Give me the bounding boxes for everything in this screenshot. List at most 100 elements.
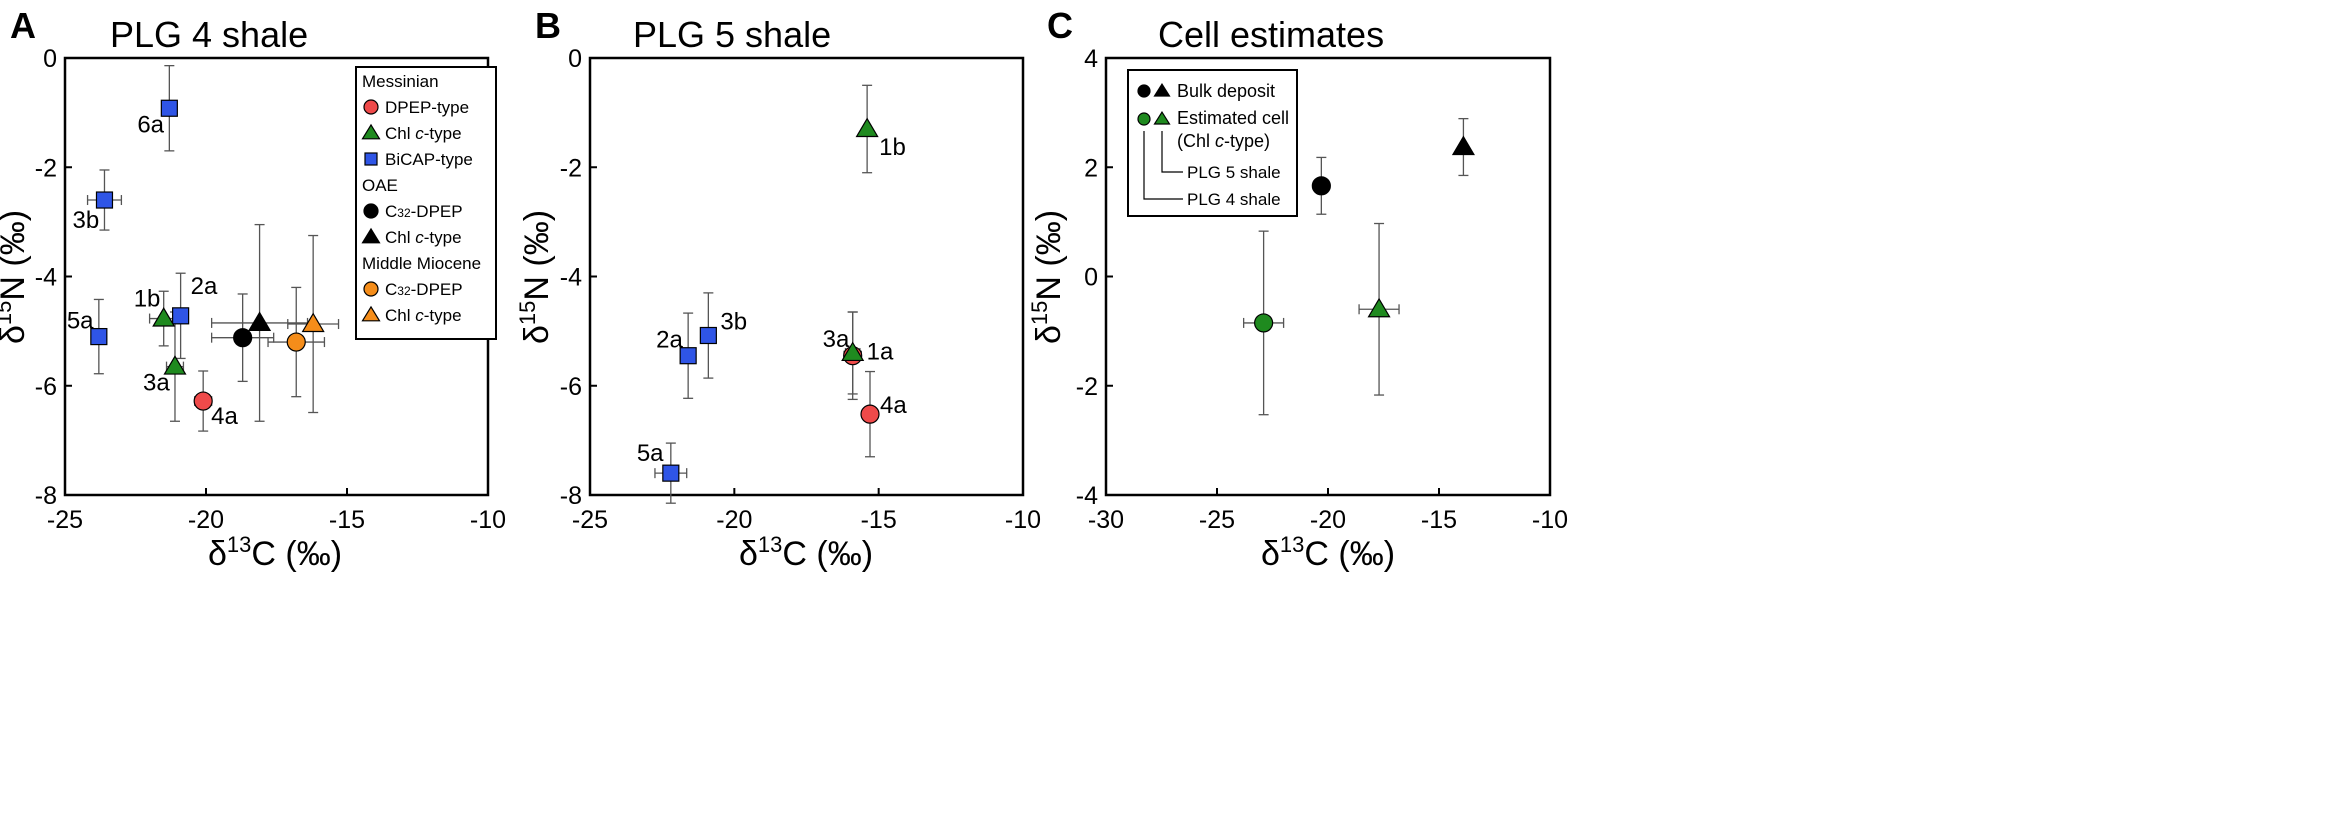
- legend-connector-plg4: [1143, 131, 1183, 200]
- panel-b-error-bars: [654, 84, 876, 504]
- panel-b-4a-messinian-dpep-type-marker: [860, 404, 880, 424]
- panel-b-point-label-4a: 4a: [880, 392, 907, 419]
- legend-label-estimated-cell: Estimated cell: [1177, 108, 1289, 128]
- panel-a-point-label-3a: 3a: [143, 370, 170, 397]
- legend-marker-c32-dpep-oae: [363, 203, 379, 219]
- panel-a-y-ticks: [65, 57, 72, 496]
- panel-b-y-tick-label: -6: [560, 373, 582, 401]
- panel-a-title: PLG 4 shale: [110, 14, 308, 55]
- panel-c-x-tick-label: -25: [1199, 506, 1235, 534]
- panel-a-middle-miocene-c32-dpep-marker: [286, 332, 306, 352]
- panel-a-point-label-4a: 4a: [211, 403, 238, 430]
- panel-c-legend-markers: [1137, 82, 1171, 126]
- panel-c-y-tick-label: 4: [1084, 45, 1098, 73]
- panel-a-x-tick-labels: -25 -20 -15 -10: [47, 506, 506, 534]
- panel-a-legend-markers: [361, 99, 381, 322]
- panel-a-y-tick-label: -4: [35, 264, 57, 292]
- panel-c-y-tick-label: -2: [1076, 373, 1098, 401]
- panel-c-y-axis-label: δ15N (‰): [1027, 210, 1068, 344]
- legend-marker-bulk-circle: [1137, 84, 1151, 98]
- panel-a-6a-messinian-bicap-type-marker: [160, 99, 178, 117]
- panel-c-x-axis-label: δ13C (‰): [1261, 532, 1395, 573]
- panel-a-legend-frame: [355, 66, 497, 340]
- panel-b-x-tick-label: -25: [572, 506, 608, 534]
- panel-a-point-label-2a: 2a: [191, 273, 218, 300]
- panel-a-middle-miocene-chl-c-type-marker: [301, 312, 325, 333]
- panel-c-x-tick-label: -30: [1088, 506, 1124, 534]
- panel-c-x-tick-label: -10: [1532, 506, 1568, 534]
- panel-b-x-tick-labels: -25 -20 -15 -10: [572, 506, 1041, 534]
- panel-c-x-tick-label: -20: [1310, 506, 1346, 534]
- panel-b-5a-messinian-bicap-type-marker: [662, 464, 680, 482]
- legend-label-plg4-shale: PLG 4 shale: [1187, 190, 1281, 209]
- panel-a-oae-chl-c-type-marker: [248, 311, 272, 331]
- panel-a-point-labels: 6a 3b 5a 2a 1b 3a 4a: [67, 111, 239, 430]
- panel-c-title: Cell estimates: [1158, 14, 1384, 55]
- panel-b-point-label-3a: 3a: [823, 326, 850, 353]
- legend-label-plg5-shale: PLG 5 shale: [1187, 163, 1281, 182]
- panel-a-x-tick-label: -10: [470, 506, 506, 534]
- panel-a-point-label-1b: 1b: [134, 286, 161, 313]
- panel-a-2a-messinian-bicap-type-marker: [172, 307, 190, 325]
- panel-a-point-label-3b: 3b: [72, 207, 99, 234]
- panel-b-3a-messinian-chl-c-type-marker: [841, 341, 865, 362]
- panel-b-y-ticks: [590, 57, 597, 496]
- panel-a-4a-messinian-dpep-type-marker: [193, 391, 213, 411]
- panel-b-x-tick-label: -15: [861, 506, 897, 534]
- panel-c-y-ticks: [1106, 57, 1113, 496]
- panel-c-markers: [1254, 135, 1475, 333]
- panel-a-error-bars: [86, 64, 340, 432]
- legend-header-messinian: Messinian: [362, 72, 439, 91]
- panel-b-1b-messinian-chl-c-type-marker: [855, 117, 879, 138]
- panel-b-markers: [662, 117, 880, 482]
- panel-a-point-label-5a: 5a: [67, 308, 94, 335]
- legend-marker-cell-triangle: [1153, 110, 1171, 125]
- panel-b-point-label-1a: 1a: [867, 339, 894, 366]
- legend-marker-c32-dpep-miocene: [363, 281, 379, 297]
- panel-c-estimated-cell-chl-c-type-plg-5-shale-marker: [1367, 297, 1391, 318]
- panel-a-x-tick-label: -20: [188, 506, 224, 534]
- panel-c-y-tick-label: 2: [1084, 154, 1098, 182]
- panel-a-5a-messinian-bicap-type-marker: [90, 327, 108, 346]
- panel-a-markers: [90, 99, 325, 411]
- panel-a-x-tick-label: -15: [329, 506, 365, 534]
- panel-a-y-tick-label: 0: [43, 45, 57, 73]
- legend-label-bicap-type: BiCAP-type: [385, 150, 473, 169]
- legend-label-c32-dpep-miocene: C32-DPEP: [385, 280, 463, 299]
- panel-b-y-axis-label: δ15N (‰): [515, 210, 556, 344]
- panel-c-legend: Bulk deposit Estimated cell (Chl c-type)…: [1127, 69, 1298, 217]
- panel-b-point-labels: 1b 3b 2a 1a 3a 4a 5a: [637, 134, 908, 467]
- panel-b-plot-frame: [588, 56, 1025, 497]
- panel-a-1b-messinian-chl-c-type-marker: [152, 307, 176, 327]
- panel-a-y-tick-labels: 0 -2 -4 -6 -8: [35, 45, 57, 510]
- panel-letter-b: B: [535, 5, 561, 46]
- panel-a-legend: Messinian DPEP-type Chl c-type BiCAP-typ…: [355, 66, 497, 340]
- panel-c-y-tick-label: -4: [1076, 482, 1098, 510]
- panel-b-y-tick-label: -2: [560, 154, 582, 182]
- panel-b-x-tick-label: -20: [716, 506, 752, 534]
- panel-letter-a: A: [10, 5, 36, 46]
- legend-marker-dpep-type: [363, 99, 379, 115]
- panel-b: B PLG 5 shale 0 -2 -4 -6 -8 -25 -20 -15 -10 δ13…: [515, 5, 1041, 573]
- panel-b-2a-messinian-bicap-type-marker: [679, 347, 697, 365]
- panel-b-y-tick-label: 0: [568, 45, 582, 73]
- legend-connector-plg5: [1161, 131, 1183, 173]
- panel-c-x-tick-labels: -30 -25 -20 -15 -10: [1088, 506, 1568, 534]
- panel-a-x-tick-label: -25: [47, 506, 83, 534]
- panel-c-x-ticks: [1105, 488, 1551, 495]
- panel-c-bulk-deposit-plg-5-shale-marker: [1451, 135, 1475, 156]
- panel-c-bulk-deposit-plg-4-shale-marker: [1311, 176, 1331, 196]
- legend-label-chl-c-type-messinian: Chl c-type: [385, 124, 462, 143]
- panel-b-3b-messinian-bicap-type-marker: [699, 326, 717, 345]
- panel-c-y-tick-labels: 4 2 0 -2 -4: [1076, 45, 1098, 510]
- panel-a-y-axis-label: δ15N (‰): [0, 210, 32, 344]
- panel-b-y-tick-label: -4: [560, 264, 582, 292]
- panel-a-3b-messinian-bicap-type-marker: [95, 191, 114, 209]
- legend-marker-cell-circle: [1137, 112, 1151, 126]
- panel-a-x-ticks: [64, 488, 489, 495]
- legend-label-chl-c-type-cell: (Chl c-type): [1177, 131, 1270, 151]
- panel-b-x-axis-label: δ13C (‰): [739, 532, 873, 573]
- panel-a: A PLG 4 shale 0 -2 -4 -6 -8 -25 -20 -15 -10 δ13…: [0, 5, 506, 573]
- panel-b-point-label-3b: 3b: [720, 308, 747, 335]
